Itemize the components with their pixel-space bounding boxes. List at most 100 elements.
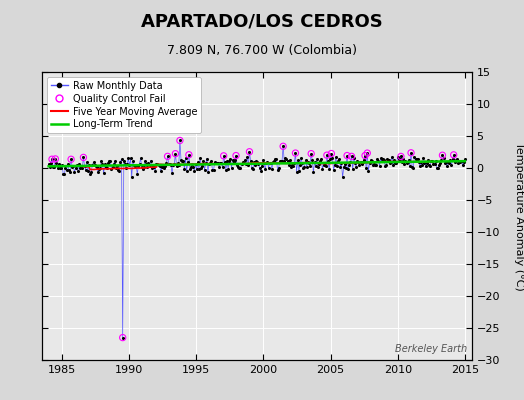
Point [315,160,323,167]
Point [450,152,458,158]
Point [417,158,425,165]
Point [188,161,196,167]
Point [83,159,91,165]
Point [166,160,174,167]
Point [358,159,367,165]
Point [409,164,418,171]
Point [426,162,434,169]
Point [275,165,283,171]
Point [61,165,70,172]
Point [91,162,99,168]
Point [271,156,279,162]
Point [94,169,102,175]
Point [144,160,152,166]
Point [441,159,449,166]
Point [148,165,156,171]
Point [327,150,335,157]
Point [226,156,235,162]
Point [453,155,461,162]
Point [51,156,60,162]
Point [135,160,144,167]
Point [293,157,302,164]
Point [180,166,189,172]
Point [311,163,320,169]
Point [418,162,427,168]
Point [126,155,135,161]
Point [387,159,395,165]
Point [261,166,269,172]
Point [402,160,411,166]
Point [361,152,369,159]
Point [260,160,268,166]
Point [262,160,270,166]
Point [323,152,331,158]
Point [199,158,208,164]
Point [150,164,158,170]
Point [95,166,103,172]
Point [352,164,360,170]
Point [398,159,406,165]
Point [383,156,391,162]
Point [363,150,372,156]
Point [182,168,191,174]
Point [449,156,457,163]
Point [115,168,124,174]
Point [232,152,240,159]
Point [176,137,184,144]
Point [381,163,389,169]
Point [296,162,304,169]
Point [172,162,181,169]
Point [207,158,215,164]
Point [118,334,127,341]
Point [67,156,75,162]
Point [202,160,210,166]
Point [442,159,450,165]
Point [155,162,163,168]
Point [258,162,266,169]
Point [71,165,80,172]
Point [124,155,133,162]
Point [161,162,169,169]
Point [224,165,232,172]
Point [191,161,200,167]
Point [111,158,119,164]
Point [454,160,462,167]
Point [122,165,130,171]
Point [340,164,348,171]
Point [406,163,414,169]
Point [400,160,409,167]
Point [147,158,155,164]
Point [152,160,160,167]
Point [184,152,193,158]
Point [278,158,286,164]
Point [370,160,378,167]
Point [184,152,193,158]
Point [233,162,242,168]
Point [427,158,435,164]
Point [97,158,105,164]
Point [268,166,276,172]
Point [343,152,351,159]
Point [205,160,213,167]
Point [203,155,211,162]
Point [274,166,282,173]
Point [87,168,95,175]
Point [225,158,234,164]
Point [299,165,308,171]
Point [414,159,423,165]
Point [302,163,311,170]
Point [430,161,439,167]
Point [412,156,421,162]
Point [433,165,441,172]
Point [366,157,375,163]
Point [59,171,68,178]
Point [195,165,203,172]
Point [69,162,78,169]
Point [70,169,79,175]
Point [103,165,111,172]
Point [204,168,212,175]
Point [190,168,199,175]
Point [310,159,319,166]
Point [447,162,455,169]
Point [283,157,292,164]
